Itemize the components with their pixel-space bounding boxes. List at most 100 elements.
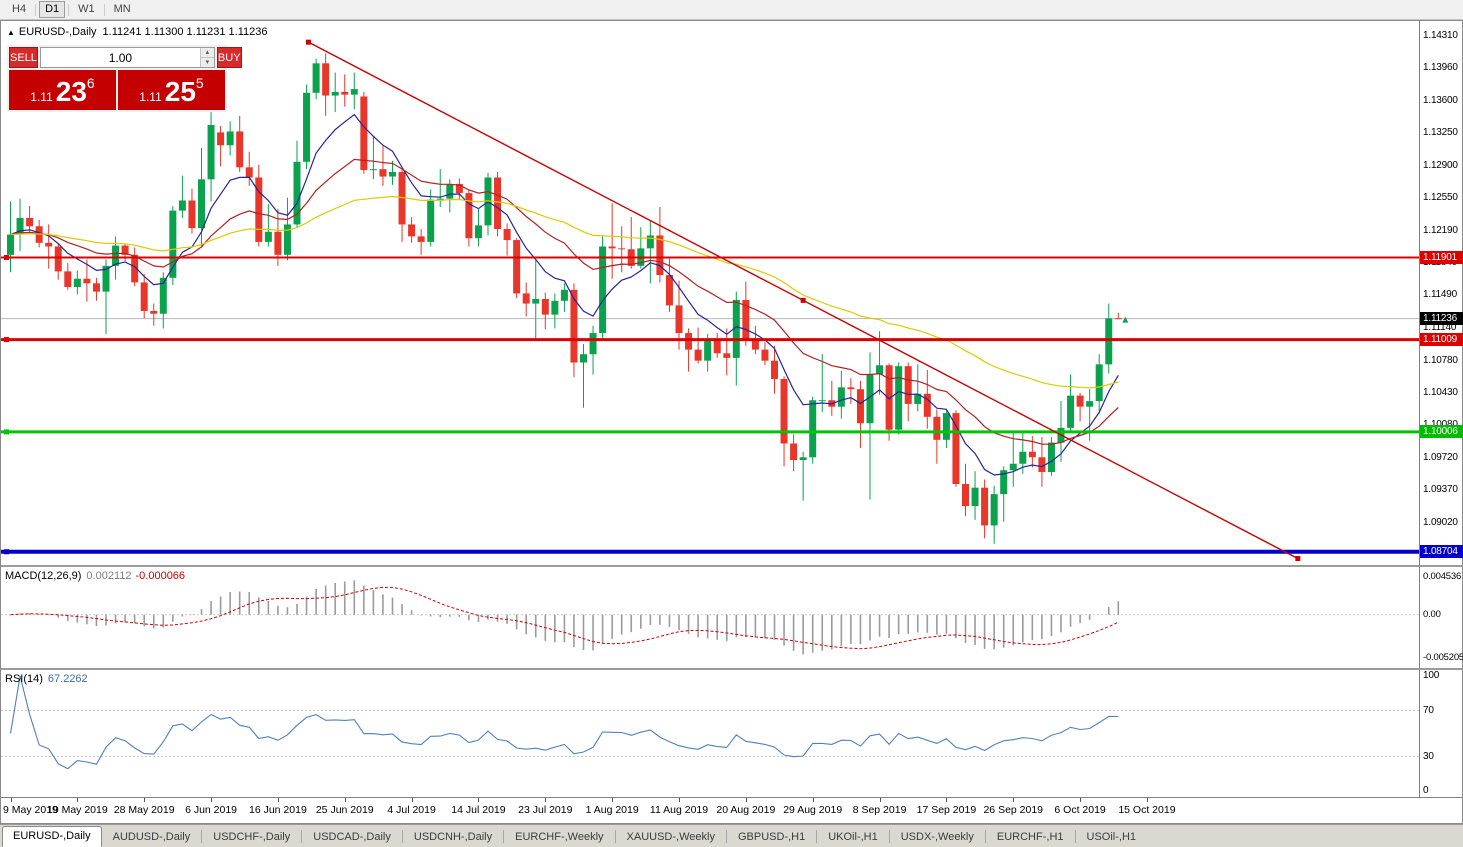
date-tick-label: 26 Sep 2019 bbox=[983, 804, 1044, 816]
candles-series bbox=[7, 53, 1122, 544]
rsi-scale-label: 30 bbox=[1423, 750, 1434, 762]
ma-55-line bbox=[10, 195, 1119, 389]
date-tick-label: 9 May 2019 bbox=[3, 804, 58, 816]
sell-button[interactable]: SELL bbox=[9, 47, 38, 68]
date-tick-mark bbox=[344, 798, 346, 802]
timeframe-button-d1[interactable]: D1 bbox=[39, 1, 66, 18]
date-tick-label: 16 Jun 2019 bbox=[248, 804, 307, 816]
date-tick-mark bbox=[745, 798, 747, 802]
volume-input[interactable] bbox=[40, 48, 200, 67]
price-scale-label: 1.10430 bbox=[1423, 386, 1458, 398]
toolbar-separator bbox=[35, 3, 37, 16]
trendline-handle[interactable] bbox=[305, 39, 311, 45]
tab-separator bbox=[503, 830, 505, 843]
volume-down-icon[interactable]: ▾ bbox=[200, 57, 214, 67]
macd-pane[interactable] bbox=[1, 567, 1419, 668]
price-chart-pane[interactable] bbox=[1, 21, 1419, 565]
chart-tab-usdchf-daily[interactable]: USDCHF-,Daily bbox=[213, 831, 291, 843]
chart-tab-usdx-weekly[interactable]: USDX-,Weekly bbox=[900, 831, 974, 843]
chart-tab-eurchf-h1[interactable]: EURCHF-,H1 bbox=[996, 831, 1064, 843]
tab-separator bbox=[401, 830, 403, 843]
line-handle[interactable] bbox=[4, 337, 9, 343]
price-scale-label: 1.13960 bbox=[1423, 61, 1458, 73]
last-tick-arrow-icon bbox=[1122, 316, 1129, 323]
date-tick-mark bbox=[10, 798, 12, 802]
chart-title: ▲ EURUSD-,Daily 1.11241 1.11300 1.11231 1.… bbox=[7, 26, 268, 38]
chart-tabs: EURUSD-,Daily AUDUSD-,Daily USDCHF-,Daily U… bbox=[0, 825, 1463, 847]
price-scale-label: 1.11490 bbox=[1423, 289, 1458, 301]
timeframe-button-w1[interactable]: W1 bbox=[72, 1, 101, 18]
line-handle[interactable] bbox=[4, 429, 9, 435]
line-handle[interactable] bbox=[4, 254, 9, 260]
date-tick-mark bbox=[879, 798, 881, 802]
tab-separator bbox=[888, 830, 890, 843]
chart-tab-usdcad-daily[interactable]: USDCAD-,Daily bbox=[313, 831, 391, 843]
buy-button[interactable]: BUY bbox=[216, 47, 242, 68]
chart-tabs-bar: EURUSD-,Daily AUDUSD-,Daily USDCHF-,Daily U… bbox=[0, 824, 1463, 847]
rsi-scale-label: 70 bbox=[1423, 704, 1434, 716]
date-tick-label: 6 Oct 2019 bbox=[1054, 804, 1106, 816]
rsi-scale[interactable]: 100 70 30 0 bbox=[1419, 670, 1462, 797]
tab-separator bbox=[1074, 830, 1076, 843]
rsi-pane[interactable] bbox=[1, 670, 1419, 797]
volume-up-icon[interactable]: ▴ bbox=[200, 48, 214, 57]
tab-separator bbox=[984, 830, 986, 843]
date-tick-label: 6 Jun 2019 bbox=[185, 804, 238, 816]
tab-separator bbox=[614, 830, 616, 843]
tab-separator bbox=[301, 830, 303, 843]
chart-tab-audusd-daily[interactable]: AUDUSD-,Daily bbox=[112, 831, 191, 843]
price-scale-label: 1.09370 bbox=[1423, 484, 1458, 496]
price-scale-label: 1.13250 bbox=[1423, 127, 1458, 139]
chart-tab-eurusd-daily[interactable]: EURUSD-,Daily bbox=[2, 826, 102, 847]
pane-separator[interactable] bbox=[1, 565, 1462, 567]
buy-price-big: 25 bbox=[164, 76, 196, 107]
macd-signal-line bbox=[10, 586, 1119, 650]
macd-signal-value: -0.000066 bbox=[135, 570, 186, 582]
price-badge-1.08704: 1.08704 bbox=[1420, 545, 1463, 559]
date-tick-label: 4 Jul 2019 bbox=[387, 804, 436, 816]
chart-tab-xauusd-weekly[interactable]: XAUUSD-,Weekly bbox=[626, 831, 715, 843]
timeframe-button-h4[interactable]: H4 bbox=[6, 1, 32, 18]
rsi-label: RSI(14) 67.2262 bbox=[5, 673, 88, 685]
date-tick-mark bbox=[478, 798, 480, 802]
chart-tab-ukoil-h1[interactable]: UKOil-,H1 bbox=[828, 831, 878, 843]
chart-tab-usdcnh-daily[interactable]: USDCNH-,Daily bbox=[413, 831, 493, 843]
chart-tab-gbpusd-h1[interactable]: GBPUSD-,H1 bbox=[737, 831, 806, 843]
macd-main-value: 0.002112 bbox=[86, 570, 132, 582]
line-handle[interactable] bbox=[4, 549, 9, 555]
sell-price-button[interactable]: 1.11 23 6 bbox=[9, 70, 116, 110]
trendline-handle[interactable] bbox=[1295, 556, 1301, 562]
trade-panel-toggle-icon[interactable]: ▲ bbox=[7, 28, 15, 37]
timeframe-button-mn[interactable]: MN bbox=[108, 1, 137, 18]
toolbar-separator bbox=[68, 3, 70, 16]
macd-scale[interactable]: 0.004536 0.00 -0.005205 bbox=[1419, 567, 1463, 668]
buy-price-sup: 5 bbox=[195, 75, 204, 91]
macd-label: MACD(12,26,9) 0.002112 -0.000066 bbox=[5, 570, 185, 582]
price-badge-1.11901: 1.11901 bbox=[1420, 250, 1463, 264]
date-tick-label: 23 Jul 2019 bbox=[518, 804, 573, 816]
date-tick-label: 20 Aug 2019 bbox=[716, 804, 776, 816]
date-tick-mark bbox=[612, 798, 614, 802]
chart-tab-eurchf-weekly[interactable]: EURCHF-,Weekly bbox=[515, 831, 604, 843]
buy-price-button[interactable]: 1.11 25 5 bbox=[118, 70, 225, 110]
ma-8-line bbox=[10, 113, 1119, 476]
date-tick-mark bbox=[1080, 798, 1082, 802]
volume-spinner: ▴ ▾ bbox=[199, 48, 214, 67]
buy-price-small: 1.11 bbox=[139, 90, 162, 104]
date-tick-label: 1 Aug 2019 bbox=[585, 804, 639, 816]
date-axis[interactable]: 9 May 2019 19 May 2019 28 May 2019 6 Jun 20… bbox=[1, 798, 1462, 823]
price-scale-label: 1.09020 bbox=[1423, 516, 1458, 528]
date-tick-mark bbox=[144, 798, 146, 802]
sell-price-sup: 6 bbox=[86, 75, 95, 91]
chart-tab-usoil-h1[interactable]: USOil-,H1 bbox=[1086, 831, 1137, 843]
tab-separator bbox=[201, 830, 203, 843]
macd-name: MACD(12,26,9) bbox=[5, 570, 82, 582]
price-badge-1.11009: 1.11009 bbox=[1420, 333, 1463, 347]
pane-separator[interactable] bbox=[1, 668, 1462, 670]
date-tick-mark bbox=[946, 798, 948, 802]
trendline-handle[interactable] bbox=[800, 297, 806, 303]
date-tick-mark bbox=[812, 798, 814, 802]
price-scale[interactable]: 1.14310 1.13960 1.13600 1.13250 1.12900 1.125… bbox=[1419, 21, 1463, 565]
price-scale-label: 1.09720 bbox=[1423, 452, 1458, 464]
